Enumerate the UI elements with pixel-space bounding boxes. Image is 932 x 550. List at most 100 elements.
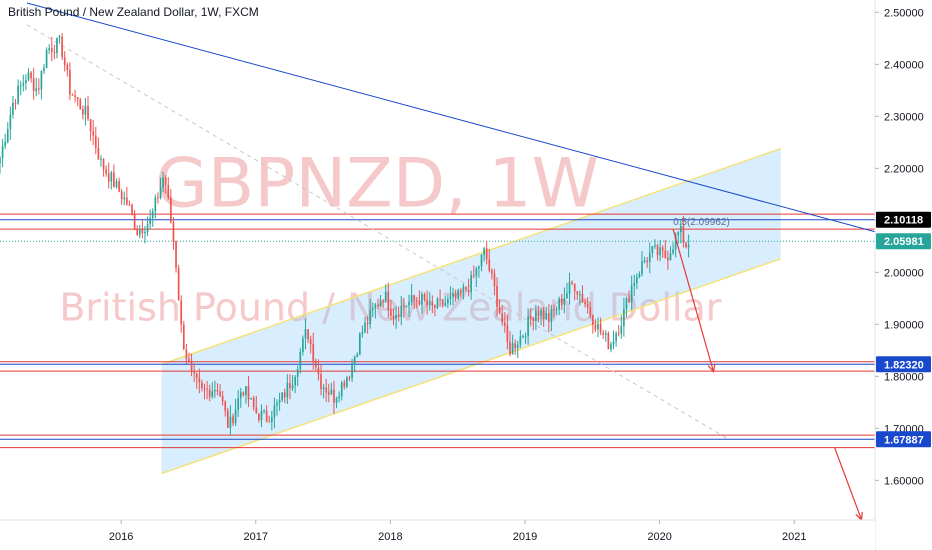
candle-body [485, 248, 488, 260]
candle-body [462, 286, 465, 293]
candle-body [45, 50, 48, 68]
candle-body [314, 360, 317, 368]
candle-body [330, 389, 333, 395]
candle-body [74, 95, 76, 98]
candle-body [457, 290, 460, 299]
candle-body [177, 268, 180, 301]
candle-body [366, 322, 369, 325]
candle-body [195, 373, 198, 378]
candle-body [480, 254, 483, 267]
candle-body [589, 307, 592, 316]
candle-body [643, 260, 646, 262]
candle-body [338, 396, 340, 399]
candle-body [327, 392, 330, 395]
candle-body [597, 323, 599, 330]
candle-body [226, 410, 229, 428]
candle-body [397, 314, 400, 317]
candle-body [162, 177, 164, 188]
candle-body [555, 309, 558, 311]
candle-body [382, 300, 384, 302]
candle-body [304, 329, 307, 339]
candle-body [615, 333, 617, 342]
candle-body [672, 249, 674, 254]
candle-body [364, 322, 366, 333]
candle-body [89, 118, 92, 132]
candle-body [193, 371, 195, 374]
candle-body [255, 407, 258, 414]
candle-body [40, 71, 43, 90]
candle-body [250, 397, 252, 400]
candle-body [441, 299, 444, 306]
candle-body [682, 225, 685, 243]
candle-body [377, 304, 379, 307]
candle-body [229, 416, 232, 428]
candle-body [560, 298, 563, 305]
candle-body [586, 304, 589, 308]
candle-body [97, 147, 100, 160]
candle-body [53, 51, 56, 53]
candle-body [379, 300, 382, 307]
candle-body [182, 324, 185, 350]
candle-body [361, 332, 364, 334]
candle-body [260, 410, 263, 421]
candle-body [483, 248, 485, 255]
channel-lower-line [161, 258, 782, 475]
candle-body [63, 57, 66, 65]
price-badge-label: 1.82320 [884, 359, 924, 371]
candle-body [206, 388, 208, 390]
candle-body [252, 397, 255, 408]
projection-arrow-head-0 [707, 363, 716, 373]
candle-body [669, 253, 672, 261]
candle-body [343, 382, 346, 387]
candle-body [384, 291, 387, 301]
candle-body [30, 72, 32, 79]
candle-body [48, 48, 51, 51]
candle-body [190, 362, 193, 372]
candle-body [434, 305, 436, 308]
projection-arrow-1 [834, 447, 863, 521]
candle-body [268, 421, 271, 423]
candle-body [452, 293, 454, 297]
watermark-symbol: GBPNZD, 1W [155, 144, 599, 223]
price-badge [876, 233, 931, 250]
candle-body [431, 301, 434, 306]
y-tick-label: 1.80000 [884, 371, 924, 383]
x-tick-label: 2018 [378, 531, 402, 543]
candle-body [208, 389, 211, 397]
candle-body [278, 400, 281, 403]
candle-body [542, 310, 545, 319]
candle-body [66, 64, 69, 70]
candle-body [146, 224, 149, 232]
candle-body [571, 282, 573, 284]
candle-body [496, 286, 498, 308]
candle-body [395, 314, 397, 319]
candle-body [312, 344, 315, 361]
price-badge [876, 431, 931, 448]
descending-trendline [26, 2, 876, 233]
candle-body [654, 245, 656, 247]
candle-body [656, 245, 659, 256]
candle-body [506, 325, 509, 342]
candle-body [281, 392, 284, 401]
candle-body [680, 225, 682, 233]
candle-body [493, 273, 496, 287]
candle-body [35, 88, 38, 92]
y-tick-label: 2.20000 [884, 163, 924, 175]
candle-body [27, 72, 30, 81]
x-tick-label: 2016 [109, 531, 133, 543]
y-tick-label: 2.00000 [884, 267, 924, 279]
candle-body [50, 48, 53, 52]
y-tick-label: 1.60000 [884, 475, 924, 487]
candle-body [84, 105, 87, 115]
candle-body [120, 191, 123, 200]
candle-body [472, 275, 475, 277]
candle-body [579, 293, 581, 295]
candle-body [320, 374, 322, 390]
candle-body [566, 293, 568, 299]
candle-body [102, 158, 105, 170]
candle-body [0, 158, 1, 164]
candle-body [58, 36, 61, 39]
candle-body [392, 315, 395, 319]
candle-body [113, 172, 115, 188]
